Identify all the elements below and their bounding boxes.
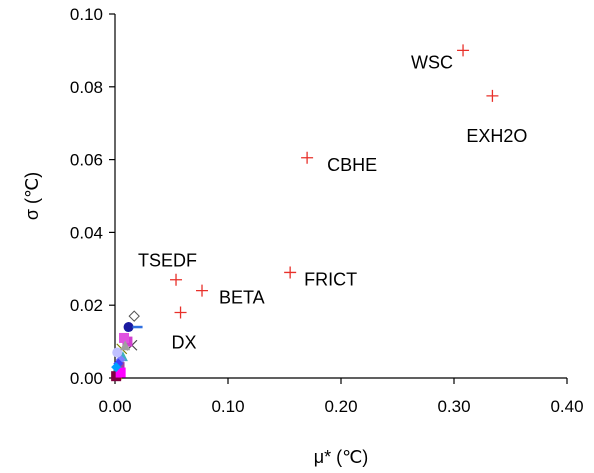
- y-tick-label: 0.02: [70, 296, 103, 315]
- x-ticks: 0.00 0.10 0.20 0.30 0.40: [98, 378, 584, 416]
- plus-marker: [457, 44, 470, 57]
- y-tick-label: 0.06: [70, 151, 103, 170]
- x-tick-label: 0.00: [98, 397, 131, 416]
- point-label: CBHE: [327, 155, 377, 175]
- x-axis-title: μ* (℃): [314, 447, 369, 467]
- y-ticks: 0.00 0.02 0.04 0.06 0.08 0.10: [70, 5, 115, 388]
- plus-marker: [301, 151, 314, 164]
- y-tick-label: 0.08: [70, 78, 103, 97]
- plus-marker: [486, 89, 499, 102]
- x-tick-label: 0.30: [437, 397, 470, 416]
- y-axis-title: σ (℃): [22, 172, 42, 220]
- y-tick-label: 0.00: [70, 369, 103, 388]
- labeled-markers: WSC EXH2O CBHE FRICT TSEDF BETA DX: [138, 44, 527, 352]
- cluster-marker: [123, 322, 134, 333]
- x-tick-label: 0.10: [211, 397, 244, 416]
- point-label: FRICT: [304, 269, 357, 289]
- plus-marker: [196, 284, 209, 297]
- axes: [114, 14, 567, 379]
- point-label: BETA: [219, 288, 265, 308]
- cluster-marker: [115, 367, 126, 378]
- plus-marker: [284, 266, 297, 279]
- plus-marker: [174, 306, 187, 319]
- point-label: WSC: [411, 52, 453, 72]
- point-label: EXH2O: [466, 126, 527, 146]
- x-tick-label: 0.40: [550, 397, 583, 416]
- cluster-marker: [128, 310, 140, 322]
- point-label: TSEDF: [138, 251, 197, 271]
- cluster-marker: [119, 332, 130, 343]
- y-tick-label: 0.10: [70, 5, 103, 24]
- plus-marker: [170, 273, 183, 286]
- cluster-marker: [111, 362, 122, 373]
- cluster-marker: [120, 340, 131, 351]
- x-tick-label: 0.20: [324, 397, 357, 416]
- point-label: DX: [172, 332, 197, 352]
- cluster-markers: [111, 310, 143, 382]
- y-tick-label: 0.04: [70, 223, 103, 242]
- cluster-marker: [112, 347, 123, 358]
